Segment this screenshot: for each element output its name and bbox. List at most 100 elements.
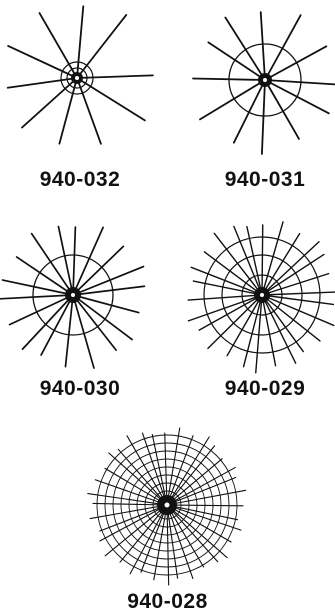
spoke-line [153,510,167,581]
spoke-line [264,79,335,86]
radial-pattern-940-030 [0,225,146,369]
spoke-line [259,11,266,81]
spoke-line [76,14,128,79]
spoke-line [261,221,284,296]
spoke-line [1,279,74,296]
ring-circle [120,458,214,552]
hub-hole [75,76,79,80]
spoke-line [261,224,264,296]
spoke-line [57,225,74,296]
spoke-line [76,77,102,145]
spoke-line [172,506,242,531]
ring-circle [128,466,206,544]
product-940-029: 940-029 [185,210,335,410]
spoke-line [187,294,263,301]
spoke-line [261,294,321,342]
spoke-line [170,445,216,501]
product-940-031: 940-031 [185,0,335,200]
spoke-line [261,253,325,296]
ring-circle [60,61,94,95]
product-code: 940-029 [224,377,306,400]
ring-circle [221,254,303,336]
ring-circle [228,43,302,117]
hub-hole [164,502,170,508]
spoke-line [108,452,164,502]
spoke-line [261,241,320,296]
spoke-line [7,44,78,79]
spoke-line [72,245,125,296]
spoke-line [8,294,74,326]
spoke-line [151,433,167,500]
spoke-line [172,476,237,504]
spoke-line [264,45,328,81]
spoke-line [169,509,205,568]
spoke-line [21,77,78,129]
product-940-028: 940-028 [85,420,250,615]
spoke-line [72,226,77,296]
spoke-line [140,510,166,573]
spoke-line [119,509,164,563]
spoke-line [170,508,228,559]
radial-pattern-940-029 [187,221,335,374]
ring-circle [203,236,321,354]
spoke-line [141,432,166,500]
radial-pattern-940-031 [192,11,335,155]
ring-circle [136,474,198,536]
spoke-line [198,294,263,331]
spoke-line [72,294,133,341]
spoke-line [207,41,266,81]
spoke-line [171,507,232,543]
spoke-line [207,294,263,350]
spoke-line [126,435,165,501]
spoke-line [6,77,78,89]
ring-circle [96,434,238,576]
spoke-line [72,294,95,369]
spoke-line [58,77,78,145]
spoke-line [72,226,104,296]
spoke-line [224,16,266,81]
spoke-line [72,294,117,352]
spoke-line [213,232,263,296]
spoke-line [76,74,154,79]
spoke-line [15,256,74,296]
radial-pattern-940-032 [6,5,154,145]
spoke-line [171,466,236,503]
spoke-line [99,506,162,532]
ring-circle [144,482,190,528]
product-940-032: 940-032 [0,0,160,200]
ring-circle [32,254,114,336]
spoke-line [38,12,78,79]
spoke-line [76,77,146,122]
spoke-line [94,479,162,504]
spoke-line [169,436,210,501]
spoke-line [171,458,223,502]
hub-hole [71,293,75,297]
spoke-line [172,505,239,521]
product-code: 940-031 [224,168,306,191]
spoke-line [199,79,266,121]
product-code: 940-032 [39,168,121,191]
spoke-line [87,493,162,505]
spoke-line [76,5,85,79]
product-code: 940-030 [39,377,121,400]
spoke-line [203,251,263,296]
spoke-line [261,294,335,327]
ring-circle [104,442,230,568]
spoke-line [92,502,162,506]
spoke-line [168,435,194,500]
spoke-line [99,507,163,542]
spoke-line [242,294,263,368]
spoke-line [264,79,300,140]
spoke-line [0,294,74,300]
spoke-line [72,285,146,296]
spoke-line [168,510,194,580]
spoke-line [64,294,74,368]
spoke-line [261,232,301,296]
spoke-line [172,504,244,507]
radial-pattern-940-028 [87,427,247,586]
product-940-030: 940-030 [0,210,160,410]
hub-hole [260,293,264,297]
spoke-line [72,294,140,314]
spoke-line [261,291,335,296]
